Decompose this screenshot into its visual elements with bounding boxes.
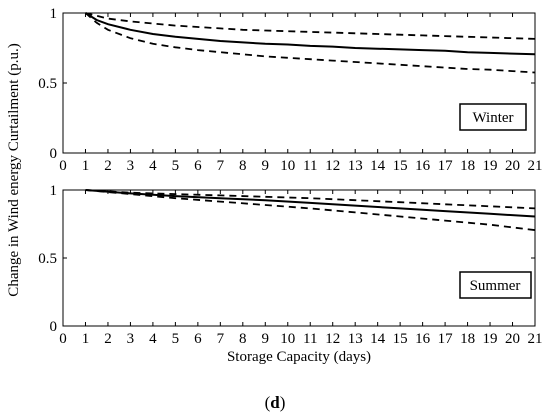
y-tick-label-bottom-1: 0.5 xyxy=(38,251,57,267)
legend-label-bottom: Summer xyxy=(470,278,521,294)
x-tick-label-top-0: 0 xyxy=(59,158,67,174)
x-tick-label-bottom-10: 10 xyxy=(280,331,295,347)
y-tick-label-top-1: 0.5 xyxy=(38,76,57,92)
caption-close: ) xyxy=(280,393,286,412)
x-tick-label-top-5: 5 xyxy=(172,158,180,174)
legend-label-top: Winter xyxy=(472,110,513,126)
x-tick-label-bottom-9: 9 xyxy=(262,331,270,347)
x-tick-label-bottom-3: 3 xyxy=(127,331,135,347)
x-tick-label-top-11: 11 xyxy=(303,158,317,174)
x-tick-label-top-20: 20 xyxy=(505,158,520,174)
series-line-top-2-dashed xyxy=(84,12,536,74)
x-tick-label-top-17: 17 xyxy=(438,158,454,174)
x-tick-label-bottom-20: 20 xyxy=(505,331,520,347)
x-tick-label-bottom-5: 5 xyxy=(172,331,180,347)
y-tick-label-top-2: 1 xyxy=(50,6,58,22)
y-tick-label-top-0: 0 xyxy=(50,146,58,162)
x-tick-label-top-16: 16 xyxy=(415,158,431,174)
plot-frame-top xyxy=(62,12,536,154)
x-tick-label-bottom-16: 16 xyxy=(415,331,431,347)
x-axis-label: Storage Capacity (days) xyxy=(227,349,371,365)
x-tick-label-bottom-7: 7 xyxy=(217,331,225,347)
legend-box-top xyxy=(459,103,527,131)
x-tick-label-top-6: 6 xyxy=(194,158,202,174)
x-tick-label-bottom-0: 0 xyxy=(59,331,67,347)
x-tick-label-top-13: 13 xyxy=(348,158,363,174)
caption-open: ( xyxy=(265,393,271,412)
x-tick-label-top-1: 1 xyxy=(82,158,90,174)
series-line-bottom-1-dashed xyxy=(85,189,536,210)
x-tick-label-bottom-1: 1 xyxy=(82,331,90,347)
y-tick-label-bottom-2: 1 xyxy=(50,183,58,199)
x-tick-label-bottom-4: 4 xyxy=(149,331,157,347)
series-bottom xyxy=(85,189,536,231)
x-tick-label-bottom-18: 18 xyxy=(460,331,475,347)
series-line-top-1-dashed xyxy=(85,12,536,40)
x-tick-label-bottom-2: 2 xyxy=(104,331,112,347)
x-tick-label-top-3: 3 xyxy=(127,158,135,174)
x-tick-label-top-8: 8 xyxy=(239,158,247,174)
x-tick-label-bottom-13: 13 xyxy=(348,331,363,347)
x-tick-label-bottom-15: 15 xyxy=(393,331,408,347)
x-tick-label-top-21: 21 xyxy=(528,158,543,174)
x-tick-label-top-12: 12 xyxy=(325,158,340,174)
series-line-top-0-solid xyxy=(84,12,536,56)
figure-caption: (d) xyxy=(265,393,286,412)
series-line-bottom-0-solid xyxy=(85,189,536,218)
x-tick-label-bottom-8: 8 xyxy=(239,331,247,347)
x-tick-label-top-15: 15 xyxy=(393,158,408,174)
x-tick-label-bottom-21: 21 xyxy=(528,331,543,347)
x-tick-label-top-19: 19 xyxy=(483,158,498,174)
x-tick-label-top-14: 14 xyxy=(370,158,386,174)
x-tick-label-bottom-12: 12 xyxy=(325,331,340,347)
x-tick-label-top-7: 7 xyxy=(217,158,225,174)
panel-bottom: 0 1 2 3 4 5 6 7 8 9 10 11 12 13 14 15 16 17 18 19 20 2100.51 … xyxy=(38,183,542,347)
plot-frame-bottom xyxy=(62,189,536,327)
x-tick-label-bottom-19: 19 xyxy=(483,331,498,347)
legend-box-bottom xyxy=(459,271,532,299)
series-line-bottom-2-dashed xyxy=(85,189,536,231)
panel-top: 0 1 2 3 4 5 6 7 8 9 10 11 12 13 14 15 16 17 18 19 20 2100.51 … xyxy=(38,6,542,174)
y-tick-label-bottom-0: 0 xyxy=(50,319,58,335)
legend-bottom: Summer xyxy=(459,271,532,299)
x-tick-label-bottom-6: 6 xyxy=(194,331,202,347)
x-tick-label-top-2: 2 xyxy=(104,158,112,174)
x-tick-label-bottom-14: 14 xyxy=(370,331,386,347)
x-tick-label-bottom-11: 11 xyxy=(303,331,317,347)
legend-top: Winter xyxy=(459,103,527,131)
series-top xyxy=(84,12,536,74)
x-tick-label-bottom-17: 17 xyxy=(438,331,454,347)
x-tick-label-top-18: 18 xyxy=(460,158,475,174)
x-tick-label-top-9: 9 xyxy=(262,158,270,174)
y-axis-label: Change in Wind energy Curtailment (p.u.) xyxy=(6,43,22,296)
caption-letter: d xyxy=(270,393,280,412)
x-tick-label-top-10: 10 xyxy=(280,158,295,174)
x-tick-label-top-4: 4 xyxy=(149,158,157,174)
